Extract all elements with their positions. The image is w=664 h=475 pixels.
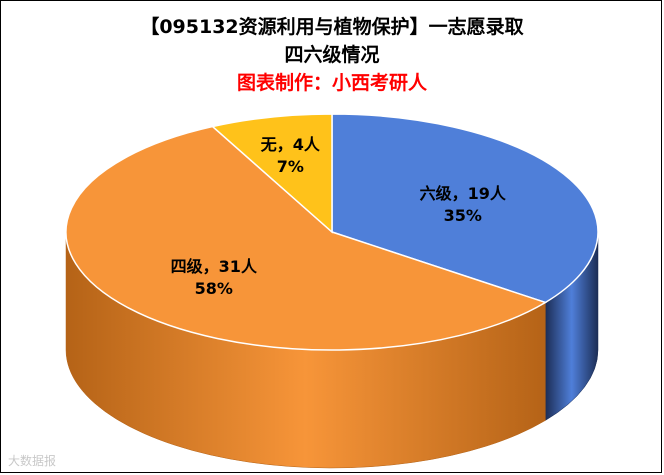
slice-label-1: 四级，31人 (171, 257, 258, 276)
slice-percent-2: 7% (277, 157, 304, 176)
pie-slice-0 (331, 113, 599, 304)
slice-label-0: 六级，19人 (420, 184, 507, 203)
watermark: 大数据报 (8, 454, 57, 468)
pie-slice-2 (211, 113, 333, 234)
chart-title: 【095132资源利用与植物保护】一志愿录取 (140, 16, 524, 38)
chart-subtitle: 四六级情况 (284, 44, 380, 66)
pie-labels: 六级，19人 35% 四级，31人 58% 无，4人 7% (171, 135, 507, 298)
slice-label-2: 无，4人 (260, 135, 321, 154)
slice-percent-1: 58% (195, 279, 233, 298)
pie-slice-1 (65, 125, 548, 351)
pie-top-faces (65, 113, 599, 351)
slice-percent-0: 35% (444, 206, 482, 225)
chart-credit: 图表制作：小西考研人 (236, 72, 427, 94)
